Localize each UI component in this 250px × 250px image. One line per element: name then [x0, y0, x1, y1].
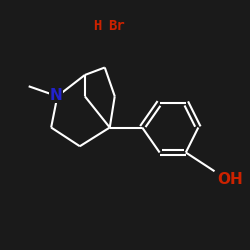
Text: N: N	[50, 88, 62, 102]
Text: OH: OH	[217, 172, 243, 188]
Text: Br: Br	[108, 19, 125, 33]
Text: H: H	[93, 19, 101, 33]
